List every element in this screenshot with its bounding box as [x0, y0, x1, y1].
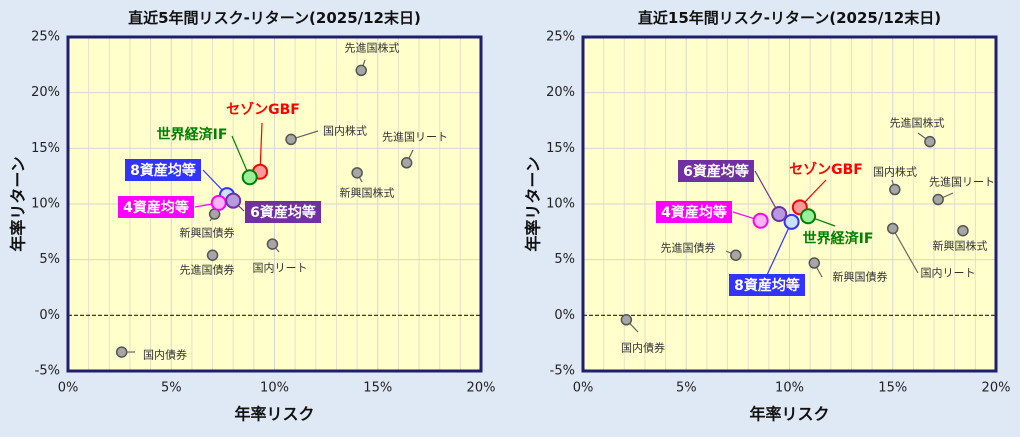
point-label: 国内株式 — [873, 165, 917, 179]
data-point — [887, 222, 899, 235]
plot-frame — [66, 35, 483, 373]
data-point — [932, 193, 944, 206]
fund-label: セゾンGBF — [226, 101, 300, 118]
point-label: 新興国株式 — [933, 239, 988, 253]
y-tick-label: 25% — [546, 30, 575, 45]
data-point — [351, 167, 363, 179]
data-point — [285, 133, 297, 146]
y-tick-label: 25% — [31, 30, 60, 45]
y-tick-label: 0% — [554, 308, 575, 323]
data-point — [266, 238, 279, 250]
data-point — [620, 314, 633, 326]
x-tick-label: 5% — [161, 381, 182, 396]
point-label: 新興国債券 — [180, 226, 235, 240]
fund-point — [783, 213, 800, 230]
point-label: 先進国リート — [929, 176, 995, 189]
point-label: 国内債券 — [621, 341, 665, 355]
leader-line — [892, 228, 919, 274]
fund-point — [752, 212, 769, 229]
leader-line — [259, 122, 263, 172]
data-point — [957, 224, 969, 237]
fund-label-box — [118, 196, 194, 218]
x-tick-label: 0% — [58, 381, 79, 396]
data-point — [808, 257, 821, 269]
data-point — [889, 183, 901, 196]
fund-label: 6資産均等 — [250, 204, 316, 221]
point-label: 先進国株式 — [890, 116, 945, 130]
fund-label: 4資産均等 — [123, 199, 189, 216]
x-tick-label: 15% — [878, 381, 907, 396]
fund-label: 4資産均等 — [661, 204, 727, 221]
x-tick-label: 10% — [775, 381, 804, 396]
y-tick-label: 15% — [31, 141, 60, 156]
y-axis-label: 年率リターン — [524, 156, 543, 251]
y-axis-label: 年率リターン — [9, 156, 28, 251]
y-tick-label: -5% — [35, 364, 60, 379]
point-label: 新興国株式 — [340, 186, 395, 200]
fund-point — [241, 169, 258, 186]
point-label: 国内債券 — [143, 348, 187, 362]
point-label: 国内株式 — [323, 124, 367, 138]
y-tick-label: 0% — [39, 308, 60, 323]
point-label: 先進国債券 — [661, 241, 716, 255]
point-label: 国内リート — [921, 266, 976, 280]
point-label: 新興国債券 — [833, 270, 888, 284]
fund-label: 6資産均等 — [683, 163, 749, 180]
fund-point — [210, 194, 227, 211]
fund-point — [225, 192, 242, 209]
fund-point — [771, 206, 788, 223]
y-tick-label: 20% — [546, 85, 575, 100]
y-tick-label: 5% — [39, 252, 60, 267]
x-tick-label: 0% — [573, 381, 594, 396]
y-tick-label: 15% — [546, 141, 575, 156]
data-point — [400, 157, 413, 169]
x-tick-label: 5% — [676, 381, 697, 396]
x-tick-label: 20% — [467, 381, 496, 396]
x-tick-label: 10% — [260, 381, 289, 396]
x-tick-label: 15% — [363, 381, 392, 396]
point-label: 先進国株式 — [345, 41, 400, 55]
x-axis-label: 年率リスク — [234, 405, 314, 424]
data-point — [115, 346, 128, 358]
x-tick-label: 20% — [982, 381, 1011, 396]
data-point — [730, 249, 742, 261]
fund-label: 世界経済IF — [157, 126, 228, 143]
y-tick-label: 10% — [546, 197, 575, 212]
data-point — [924, 135, 936, 148]
plot-frame — [581, 35, 998, 373]
fund-label-box — [729, 274, 805, 296]
leader-line — [766, 221, 793, 276]
fund-label-box — [245, 201, 321, 223]
y-tick-label: 20% — [31, 85, 60, 100]
y-tick-label: -5% — [550, 364, 575, 379]
chart-title: 直近5年間リスク-リターン(2025/12末日) — [128, 9, 421, 27]
y-tick-label: 10% — [31, 197, 60, 212]
fund-label: セゾンGBF — [789, 161, 863, 178]
fund-point — [800, 208, 817, 225]
point-label: 先進国債券 — [180, 263, 235, 277]
point-label: 先進国リート — [382, 131, 448, 144]
fund-label-box — [656, 201, 732, 223]
fund-label: 8資産均等 — [130, 162, 196, 179]
data-point — [355, 64, 367, 77]
fund-label-box — [125, 159, 201, 181]
x-axis-label: 年率リスク — [749, 405, 829, 424]
y-tick-label: 5% — [554, 252, 575, 267]
point-label: 国内リート — [253, 261, 308, 275]
leader-line — [754, 170, 780, 215]
fund-label: 世界経済IF — [803, 230, 874, 247]
data-point — [206, 249, 219, 261]
fund-label-box — [678, 160, 754, 182]
fund-label: 8資産均等 — [734, 277, 800, 294]
chart-title: 直近15年間リスク-リターン(2025/12末日) — [638, 9, 941, 27]
